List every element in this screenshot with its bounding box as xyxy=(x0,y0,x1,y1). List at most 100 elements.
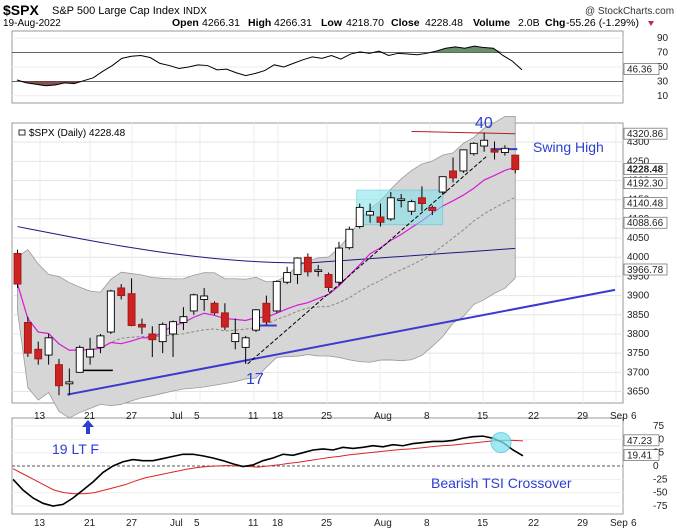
candle-body xyxy=(34,348,43,360)
price-x-tick-label: Sep xyxy=(610,411,628,422)
price-value-box xyxy=(623,216,668,229)
candle-body xyxy=(106,290,115,333)
candle-body xyxy=(158,323,167,343)
date: 19-Aug-2022 xyxy=(3,18,61,29)
candle xyxy=(438,176,447,194)
price-tick-label: 4050 xyxy=(627,233,650,244)
consolidation-highlight xyxy=(356,189,444,226)
price-value-label: 4320.86 xyxy=(627,129,664,140)
price-x-tick-label: Jul xyxy=(170,411,183,422)
candle-body xyxy=(241,337,250,348)
price-value-box xyxy=(623,127,668,140)
candle-body xyxy=(210,302,219,314)
tsi-x-tick-label: 8 xyxy=(424,518,430,529)
candle xyxy=(376,203,385,227)
tsi-x-tick-label: 13 xyxy=(34,518,46,529)
candle-body xyxy=(44,337,53,356)
tsi-line xyxy=(12,435,524,507)
candle-body xyxy=(137,323,146,328)
price-x-tick-label: 29 xyxy=(577,411,589,422)
candle-body xyxy=(335,247,343,283)
candle xyxy=(480,132,489,152)
candle-body xyxy=(324,274,333,288)
candle xyxy=(303,253,312,277)
candle-body xyxy=(96,335,105,348)
candle xyxy=(459,149,468,173)
price-value-label: 3966.78 xyxy=(627,265,664,276)
tsi-x-tick-label: 11 xyxy=(248,518,259,529)
candle xyxy=(75,345,84,373)
candle-body xyxy=(179,316,188,323)
candle-body xyxy=(376,216,385,223)
candle xyxy=(345,226,354,250)
candle-body xyxy=(366,211,375,216)
candle-body xyxy=(449,170,457,179)
price-x-tick-label: 25 xyxy=(321,411,333,422)
candle xyxy=(241,335,250,364)
rsi-tick-label: 30 xyxy=(657,76,669,87)
rsi-oversold-fill xyxy=(17,81,522,86)
candle xyxy=(137,318,146,334)
price-x-tick-label: 18 xyxy=(272,411,284,422)
candle xyxy=(511,154,520,174)
upper-envelope xyxy=(411,130,516,135)
price-tick-label: 3750 xyxy=(627,348,650,359)
rsi-value-label: 46.36 xyxy=(627,65,652,76)
candle xyxy=(148,326,157,357)
candle xyxy=(86,337,95,365)
candle xyxy=(210,301,219,315)
candle xyxy=(34,341,43,365)
price-panel xyxy=(11,122,624,404)
rsi-tick-label: 70 xyxy=(657,48,669,59)
price-layer: 3650370037503800385039003950400040504100… xyxy=(12,116,668,422)
candle xyxy=(158,322,167,354)
candle xyxy=(272,280,281,313)
candle-body xyxy=(23,322,32,354)
dashed-trendline xyxy=(247,156,487,365)
close-value: 4228.48 xyxy=(425,17,463,29)
candle-body xyxy=(86,348,95,358)
price-x-tick-label: Aug xyxy=(374,411,392,422)
candle xyxy=(469,142,478,156)
candle-body xyxy=(127,293,136,326)
price-value-label: 4192.30 xyxy=(627,178,664,189)
tsi-x-tick-label: 29 xyxy=(577,518,589,529)
price-x-tick-label: 27 xyxy=(126,411,138,422)
candle xyxy=(407,199,416,216)
tsi-x-tick-label: Sep xyxy=(610,518,628,529)
support-trendline xyxy=(67,288,616,396)
candle-body xyxy=(397,198,406,201)
tsi-tick-label: 75 xyxy=(653,421,665,432)
candle xyxy=(127,278,136,327)
volume-value: 2.0B xyxy=(518,17,540,29)
price-legend: $SPX (Daily) 4228.48 xyxy=(18,128,126,139)
tsi-x-tick-label: 27 xyxy=(126,518,138,529)
price-x-tick-label: 13 xyxy=(34,411,46,422)
candle xyxy=(366,203,375,223)
price-x-tick-label: 5 xyxy=(194,411,200,422)
rsi-layer: 10 30 50 70 90 46.36 xyxy=(12,33,669,102)
tsi-tick-label: -75 xyxy=(653,501,668,512)
price-value-box xyxy=(623,177,668,189)
price-tick-label: 3700 xyxy=(627,367,650,378)
tsi-value-box xyxy=(623,449,660,461)
candle-body xyxy=(469,142,478,155)
candle xyxy=(335,241,343,285)
candle xyxy=(386,192,395,221)
candle-body xyxy=(220,312,229,328)
candle xyxy=(283,266,292,285)
crossover-highlight xyxy=(490,432,512,454)
watermark: @ StockCharts.com xyxy=(585,6,674,17)
tsi-x-tick-label: 5 xyxy=(194,518,200,529)
candle xyxy=(449,157,457,183)
candle xyxy=(417,186,426,212)
candle-body xyxy=(252,309,260,331)
symbol: $SPX xyxy=(3,2,39,18)
annotation-low: 17 xyxy=(246,371,264,388)
price-tick-label: 3650 xyxy=(627,386,650,397)
price-tick-label: 4250 xyxy=(627,156,650,167)
close-label: Close xyxy=(391,17,420,29)
candle-body xyxy=(500,147,509,153)
high-value: 4266.31 xyxy=(274,17,312,29)
